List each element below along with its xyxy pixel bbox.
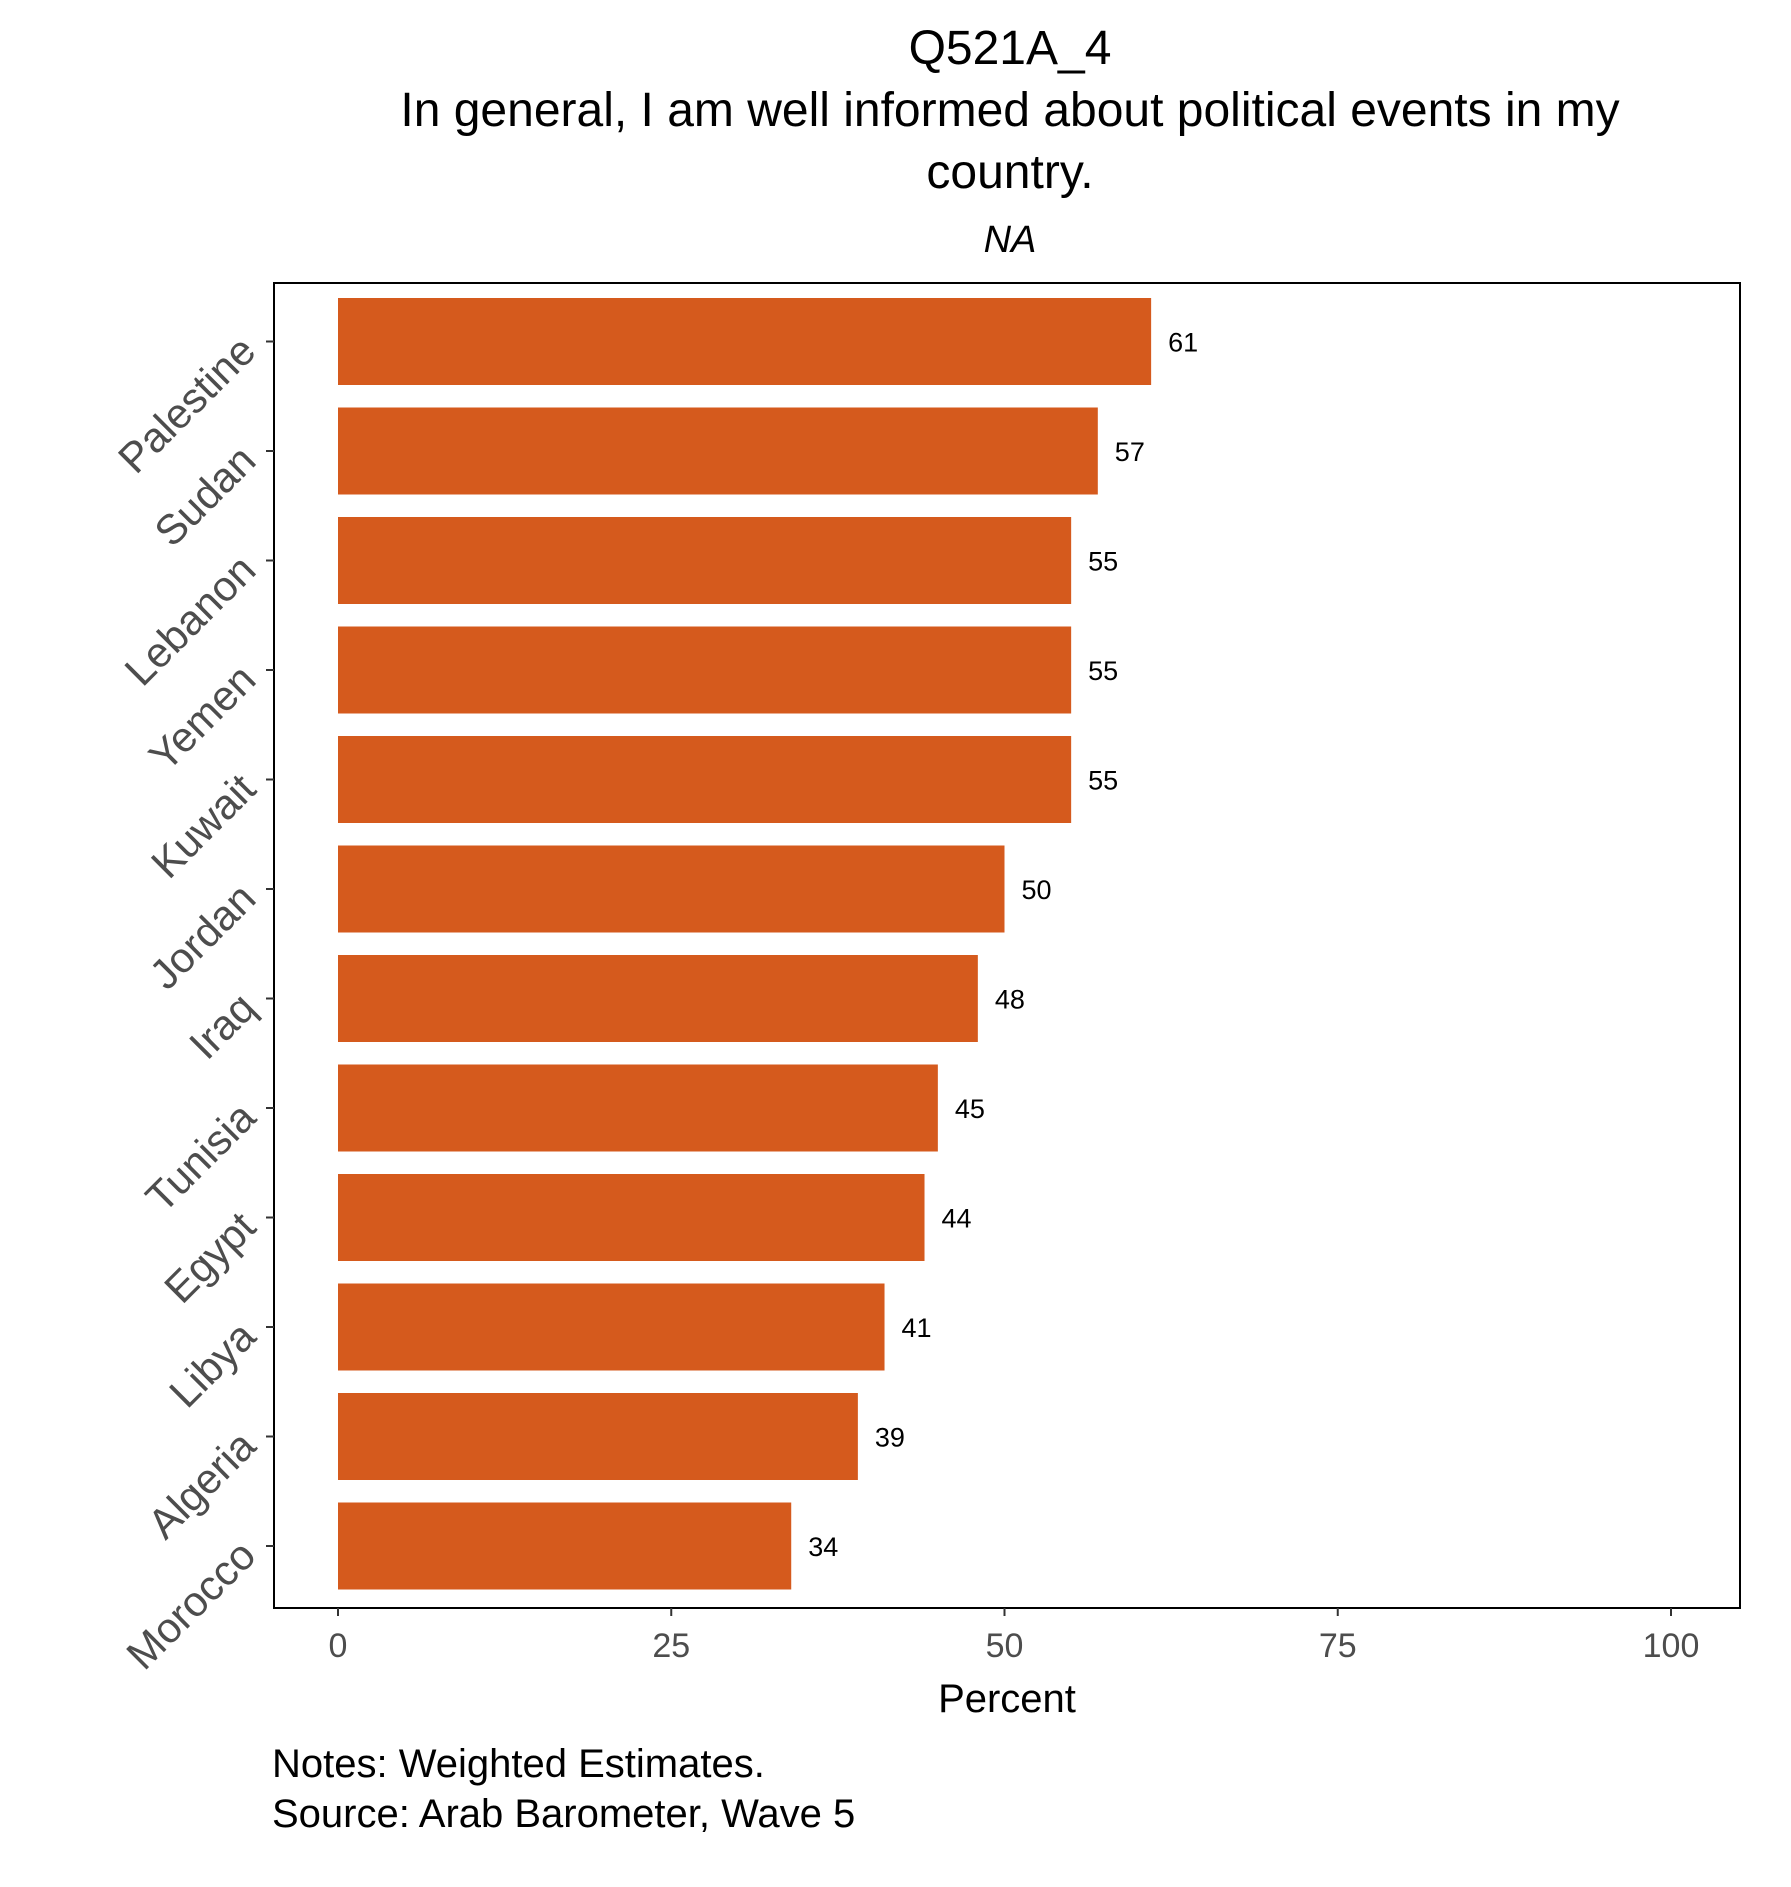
x-tick-label-0: 0 [329, 1627, 348, 1665]
chart-titles: Q521A_4 In general, I am well informed a… [400, 22, 1619, 261]
data-label-libya: 41 [902, 1313, 932, 1343]
chart-title-line-3: country. [926, 146, 1093, 199]
data-label-morocco: 34 [808, 1532, 838, 1562]
bar-tunisia [338, 1064, 938, 1152]
y-axis: PalestineSudanLebanonYemenKuwaitJordanIr… [109, 327, 274, 1678]
bar-sudan [338, 407, 1098, 495]
bar-egypt [338, 1174, 925, 1261]
x-tick-label-25: 25 [652, 1627, 690, 1665]
bar-morocco [338, 1502, 792, 1590]
y-tick-label-kuwait: Kuwait [142, 764, 265, 887]
data-label-algeria: 39 [875, 1423, 905, 1453]
bar-libya [338, 1283, 885, 1371]
bar-palestine [338, 298, 1152, 385]
bar-iraq [338, 955, 978, 1042]
data-label-palestine: 61 [1168, 328, 1198, 358]
bar-kuwait [338, 736, 1072, 823]
x-axis-title: Percent [938, 1677, 1076, 1721]
data-label-kuwait: 55 [1088, 766, 1118, 796]
chart-caption: Notes: Weighted Estimates. Source: Arab … [272, 1742, 855, 1836]
bars-layer [338, 298, 1152, 1590]
x-tick-label-100: 100 [1643, 1627, 1700, 1665]
x-tick-label-75: 75 [1319, 1627, 1357, 1665]
data-label-yemen: 55 [1088, 656, 1118, 686]
data-label-jordan: 50 [1022, 875, 1052, 905]
caption-notes: Notes: Weighted Estimates. [272, 1742, 765, 1786]
data-labels-layer: 61 57 55 55 55 50 48 45 44 41 39 34 [808, 328, 1198, 1563]
chart-title-line-2: In general, I am well informed about pol… [400, 84, 1619, 137]
y-tick-label-morocco: Morocco [117, 1531, 264, 1678]
plot-panel-border [273, 282, 1741, 1609]
data-label-tunisia: 45 [955, 1094, 985, 1124]
x-tick-label-50: 50 [986, 1627, 1024, 1665]
y-tick-label-iraq: Iraq [180, 984, 264, 1068]
bar-jordan [338, 845, 1005, 933]
chart-subtitle: NA [984, 219, 1037, 261]
caption-source: Source: Arab Barometer, Wave 5 [272, 1792, 855, 1836]
chart-title-line-1: Q521A_4 [909, 22, 1112, 75]
y-tick-label-libya: Libya [160, 1312, 265, 1417]
y-tick-label-jordan: Jordan [140, 874, 264, 998]
x-axis: 0 25 50 75 100 [329, 1608, 1700, 1665]
data-label-egypt: 44 [942, 1204, 972, 1234]
bar-algeria [338, 1393, 858, 1480]
data-label-iraq: 48 [995, 985, 1025, 1015]
data-label-sudan: 57 [1115, 437, 1145, 467]
y-tick-label-tunisia: Tunisia [136, 1093, 264, 1221]
data-label-lebanon: 55 [1088, 547, 1118, 577]
y-tick-label-algeria: Algeria [139, 1421, 265, 1547]
bar-yemen [338, 626, 1072, 714]
bar-lebanon [338, 517, 1072, 604]
